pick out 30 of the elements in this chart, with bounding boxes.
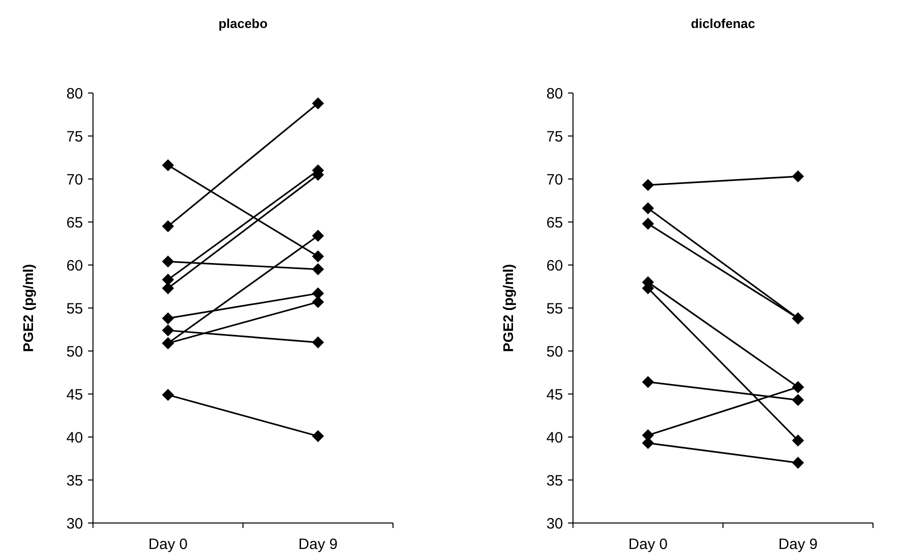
y-tick-label: 60 [546, 257, 563, 274]
y-tick-label: 75 [66, 128, 83, 146]
y-tick-label: 45 [66, 386, 83, 404]
y-tick-label: 50 [66, 343, 83, 360]
y-tick-label: 70 [546, 171, 563, 188]
y-tick-label: 60 [66, 257, 83, 274]
y-tick-label: 55 [546, 300, 563, 318]
y-tick-label: 75 [546, 128, 563, 146]
y-tick-label: 30 [66, 515, 83, 532]
chart-title: diclofenac [690, 16, 756, 31]
y-tick-label: 65 [546, 214, 563, 232]
y-tick-label: 55 [66, 300, 83, 318]
y-axis-title: PGE2 (pg/ml) [500, 264, 516, 352]
y-tick-label: 80 [66, 85, 83, 102]
y-tick-label: 30 [546, 515, 563, 532]
y-tick-label: 45 [546, 386, 563, 404]
y-tick-label: 35 [546, 472, 563, 490]
y-tick-label: 40 [66, 429, 83, 446]
y-tick-label: 35 [66, 472, 83, 490]
y-tick-label: 50 [546, 343, 563, 360]
x-tick-label: Day 0 [148, 536, 188, 553]
x-tick-label: Day 0 [628, 536, 668, 553]
y-axis-title: PGE2 (pg/ml) [20, 264, 36, 352]
y-tick-label: 80 [546, 85, 563, 102]
y-tick-label: 40 [546, 429, 563, 446]
y-tick-label: 70 [66, 171, 83, 188]
x-tick-label: Day 9 [778, 536, 818, 553]
y-tick-label: 65 [66, 214, 83, 232]
chart-title: placebo [218, 16, 268, 31]
x-tick-label: Day 9 [298, 536, 338, 553]
